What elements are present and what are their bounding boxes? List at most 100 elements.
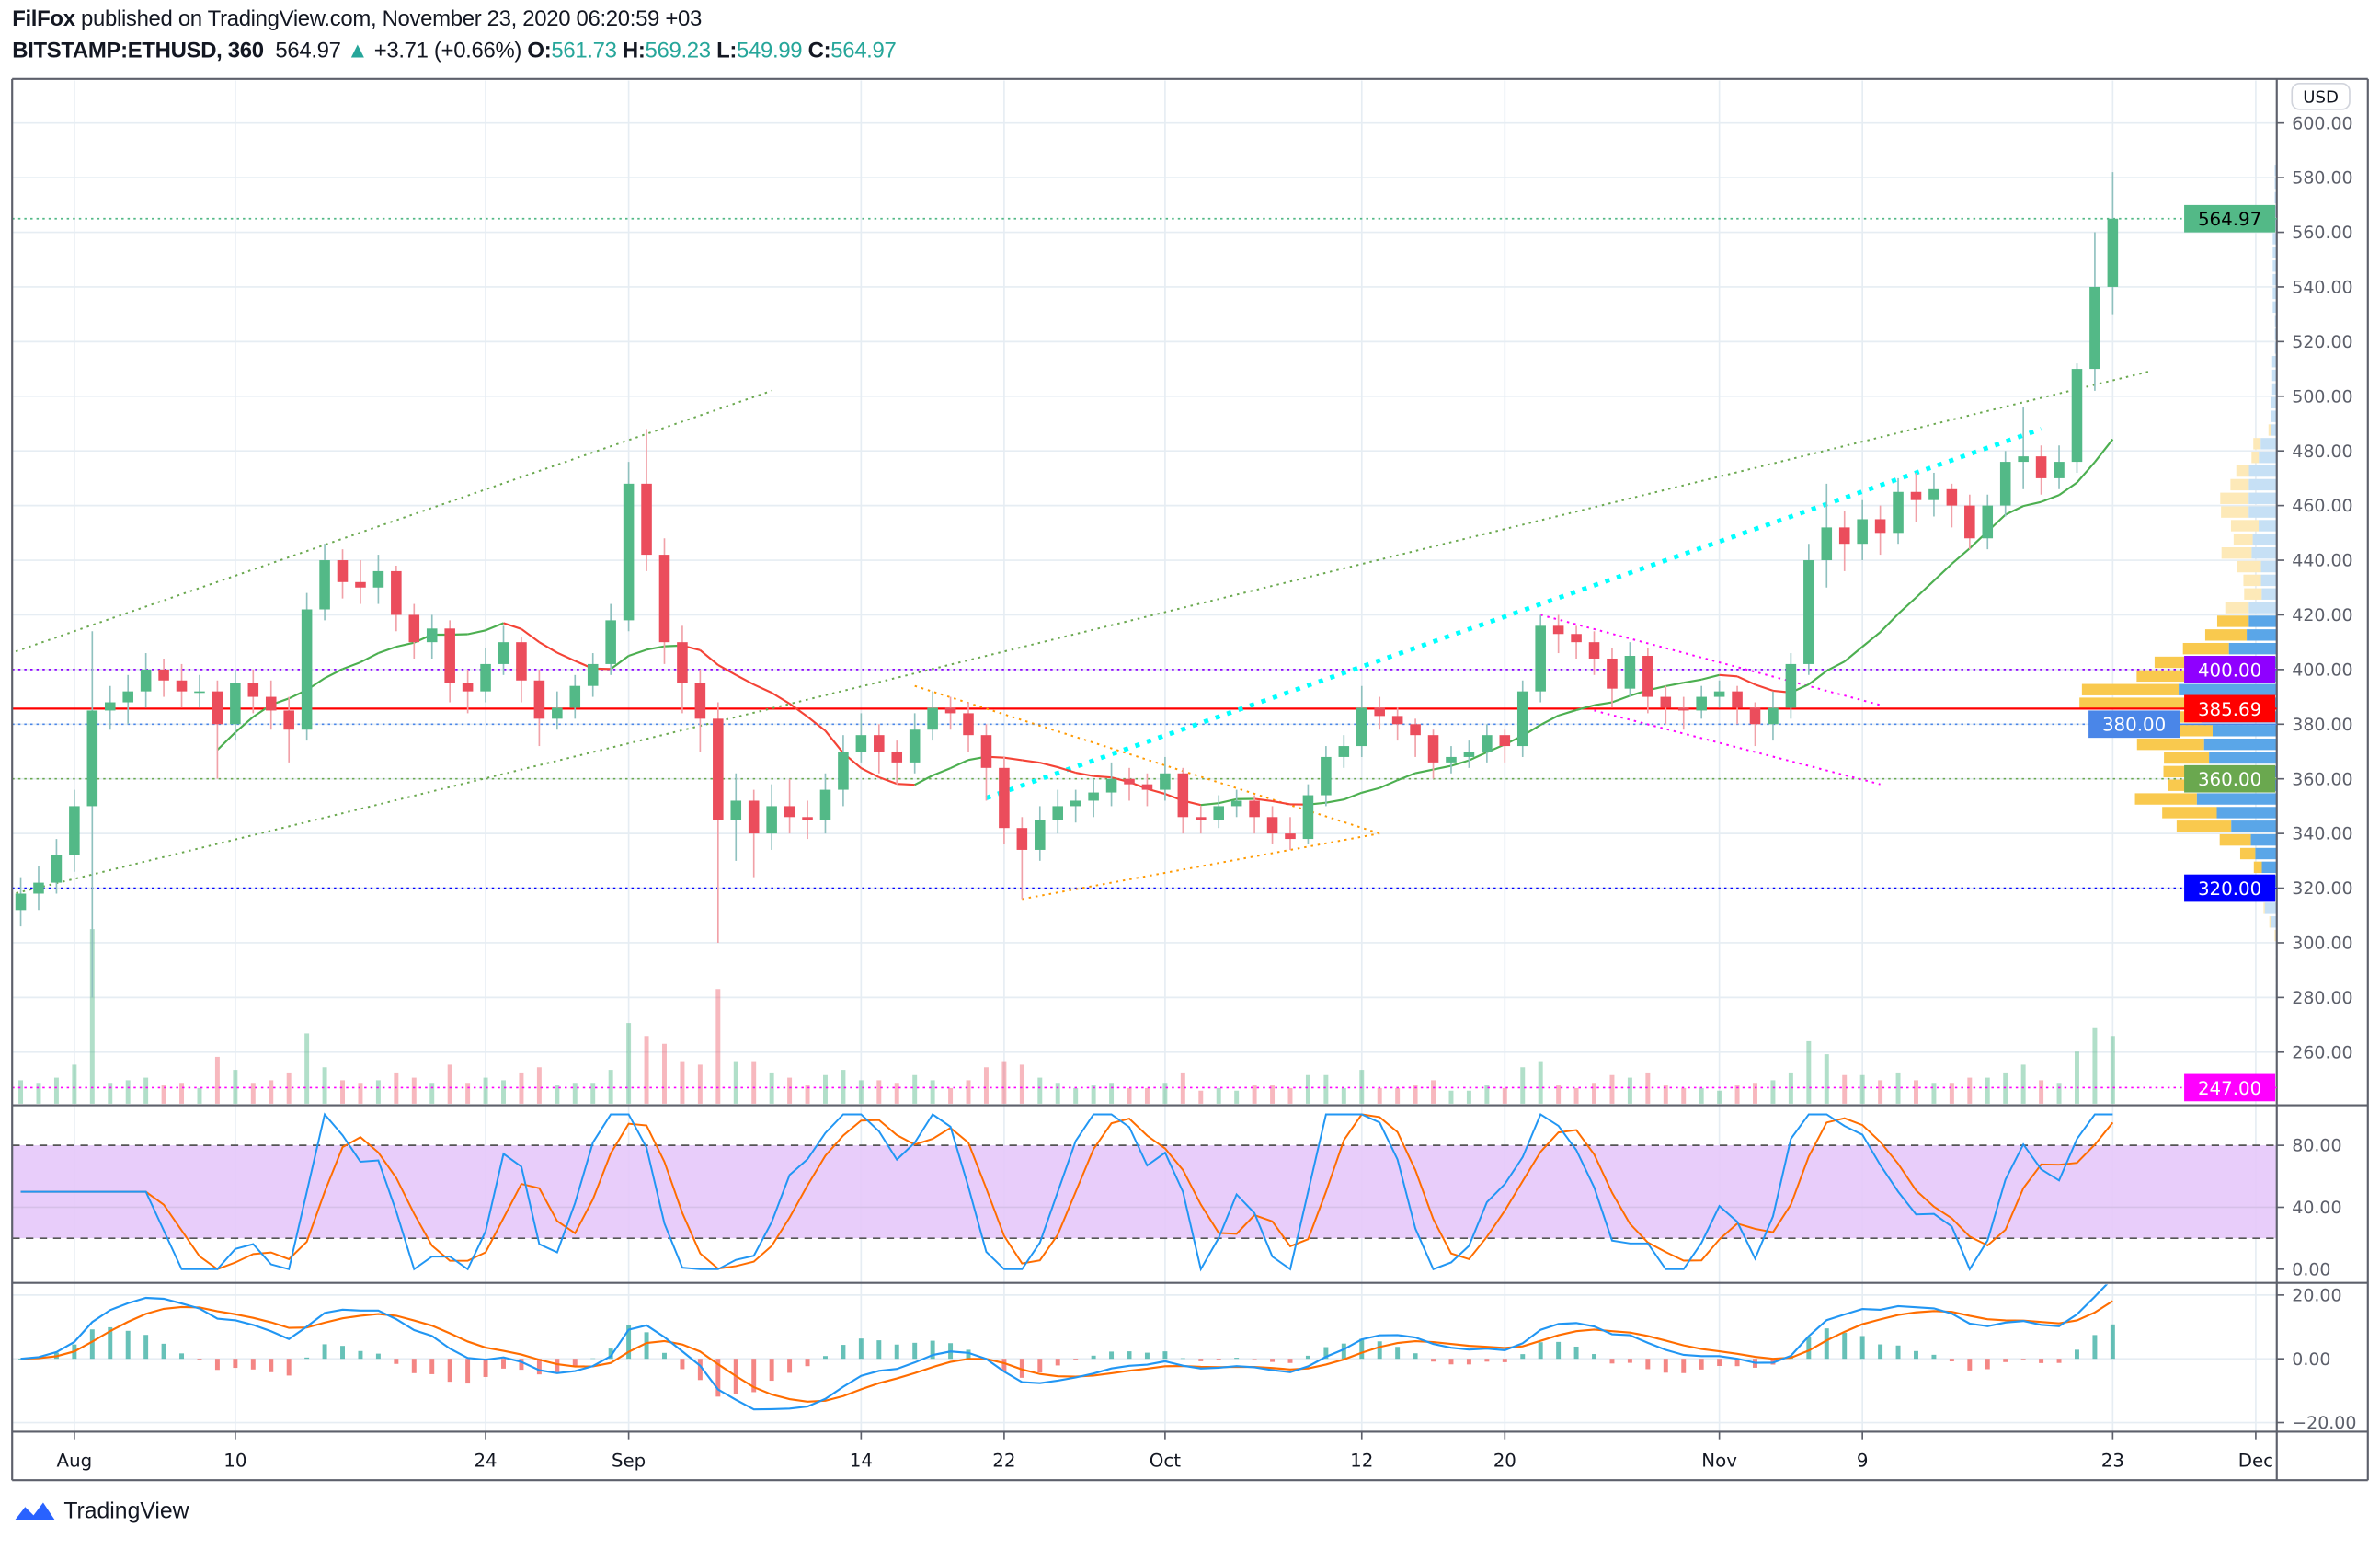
candle-body [1785,663,1797,708]
ma-segment [521,627,541,644]
volume-bar [715,989,721,1104]
volume-profile-up-bar [2271,424,2277,436]
time-tick-label: Sep [612,1450,646,1471]
macd-histogram-bar [250,1359,256,1370]
trendline[interactable] [1594,709,1881,786]
volume-profile-up-bar [2259,452,2277,464]
volume-bar [948,1087,954,1104]
trendline[interactable] [1539,614,1881,706]
candle-body [784,806,795,818]
time-axis[interactable]: Aug 10 24 Sep 14 22 Oct 12 20 Nov 9 23 Dec [57,1431,2274,1471]
volume-bar [1466,1090,1471,1104]
macd-histogram-bar [1645,1359,1651,1370]
candle-body [944,707,956,714]
close-value: 564.97 [830,39,897,64]
trendline[interactable] [3,389,772,656]
volume-bar [1538,1061,1543,1104]
price-level-badge [2184,764,2276,793]
open-value: 561.73 [551,39,617,64]
macd-histogram-bar [912,1342,918,1360]
volume-profile-down-bar [2237,560,2261,573]
candle-body [1374,707,1385,717]
macd-histogram-bar [2110,1324,2115,1360]
volume-profile-up-bar [2248,492,2277,504]
author-name[interactable]: FilFox [12,7,75,32]
macd-histogram-bar [1609,1359,1615,1364]
candle-body [1213,806,1224,820]
symbol-name[interactable]: BITSTAMP:ETHUSD, 360 [12,39,264,64]
trendlines[interactable] [3,371,2149,901]
ma-segment [699,649,719,666]
volume-bar [1520,1067,1526,1104]
low-value: 549.99 [737,39,803,64]
macd-histogram-bar [2003,1359,2008,1362]
macd-histogram-bar [1323,1347,1329,1360]
ma-segment [2094,438,2114,463]
volume-bar [1413,1085,1418,1104]
volume-bar [2110,1036,2115,1104]
volume-bar [429,1083,435,1104]
volume-bar [894,1083,899,1104]
time-tick-label: 14 [850,1450,873,1471]
price-level-badge [2184,1073,2276,1102]
trendline[interactable] [985,427,2042,800]
stoch-rsi-d-line [20,1113,2114,1270]
time-tick-label: 12 [1350,1450,1373,1471]
macd-histogram-bar [89,1329,95,1360]
volume-profile-down-bar [2230,520,2260,532]
price-tick-label: 300.00 [2292,934,2352,954]
candle-body [1177,773,1189,818]
volume-bar [143,1077,149,1104]
candle-body [1516,691,1528,747]
volume-profile-up-bar [2216,807,2277,819]
ma-segment [324,668,344,680]
trendline[interactable] [1022,832,1380,901]
macd-histogram-bar [1198,1359,1204,1361]
ma-segment [1272,799,1291,806]
volume-bar [1717,1090,1722,1104]
volume-bar [572,1083,578,1104]
price-level-badge [2184,204,2276,233]
tradingview-logo[interactable]: TradingView [12,1497,189,1524]
ma-segment [2041,494,2060,503]
macd-histogram-bar [1091,1355,1096,1360]
macd-histogram-bar [1180,1358,1185,1360]
volume-bar [72,1064,77,1104]
macd-histogram-bar [1502,1359,1507,1362]
volume-profile-up-bar [2248,615,2277,627]
volume-bar [1037,1077,1043,1104]
candle-body [1321,756,1332,796]
macd-histogram-bar [1699,1359,1704,1370]
volume-profile-up-bar [2251,547,2277,559]
volume-bar [1252,1085,1257,1104]
ma-segment [467,629,486,636]
candle-body [355,581,366,588]
ma-segment [360,652,379,663]
volume-bar [751,1061,757,1104]
candle-body [1874,519,1886,534]
volume-bar [1162,1083,1168,1104]
ma-segment [2058,481,2078,497]
macd-histogram-bar [715,1359,721,1397]
volume-profile-down-bar [2225,602,2249,614]
currency-button[interactable]: USD [2291,82,2351,110]
volume-profile-up-bar [2274,178,2277,190]
candle-body [1607,658,1618,689]
candle-body [838,751,849,790]
volume-profile-down-bar [2233,534,2253,545]
ma-segment [628,648,647,658]
volume-bar [108,1083,113,1104]
volume-bar [590,1083,596,1104]
macd-histogram-bar [375,1353,381,1360]
candle-body [122,691,133,703]
candle-body [1052,806,1064,820]
volume-profile-down-bar [2239,847,2256,860]
price-axis[interactable]: 260.00 280.00 300.00 320.00 340.00 360.00 380.… [2276,113,2357,1433]
volume-bar [197,1087,202,1104]
publish-info: FilFox published on TradingView.com, Nov… [12,7,702,31]
volume-profile-up-bar [2248,506,2277,518]
volume-bar [983,1067,989,1104]
ma-segment [342,660,361,671]
price-level-badge [2184,656,2276,683]
